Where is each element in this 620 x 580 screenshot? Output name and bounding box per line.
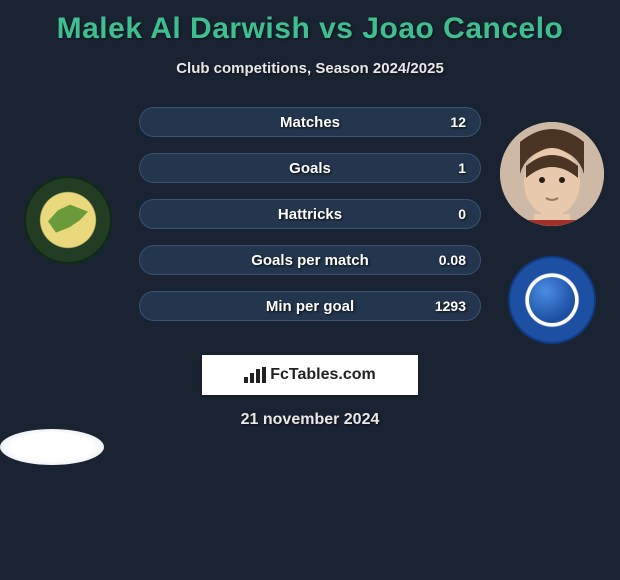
player-left-avatar [0, 429, 104, 465]
stat-row-min-per-goal: Min per goal 1293 [139, 291, 481, 321]
bar-chart-icon [244, 367, 266, 383]
comparison-subtitle: Club competitions, Season 2024/2025 [176, 60, 444, 77]
face-icon [500, 122, 604, 226]
fctables-watermark: FcTables.com [202, 355, 418, 395]
player-right-avatar [500, 122, 604, 226]
stat-label: Goals [289, 160, 331, 177]
comparison-date: 21 november 2024 [241, 411, 380, 429]
club-left-crest [24, 176, 112, 264]
stat-row-goals-per-match: Goals per match 0.08 [139, 245, 481, 275]
comparison-title: Malek Al Darwish vs Joao Cancelo [57, 12, 564, 46]
stat-row-goals: Goals 1 [139, 153, 481, 183]
stat-row-hattricks: Hattricks 0 [139, 199, 481, 229]
stat-label: Matches [280, 114, 340, 131]
stat-right-value: 0 [458, 206, 466, 222]
stat-row-matches: Matches 12 [139, 107, 481, 137]
stat-label: Hattricks [278, 206, 342, 223]
stat-label: Min per goal [266, 298, 354, 315]
stat-right-value: 1 [458, 160, 466, 176]
fctables-label: FcTables.com [270, 366, 376, 384]
stat-right-value: 1293 [435, 298, 466, 314]
stat-right-value: 0.08 [439, 252, 466, 268]
stat-label: Goals per match [251, 252, 369, 269]
stat-right-value: 12 [450, 114, 466, 130]
club-right-crest [508, 256, 596, 344]
